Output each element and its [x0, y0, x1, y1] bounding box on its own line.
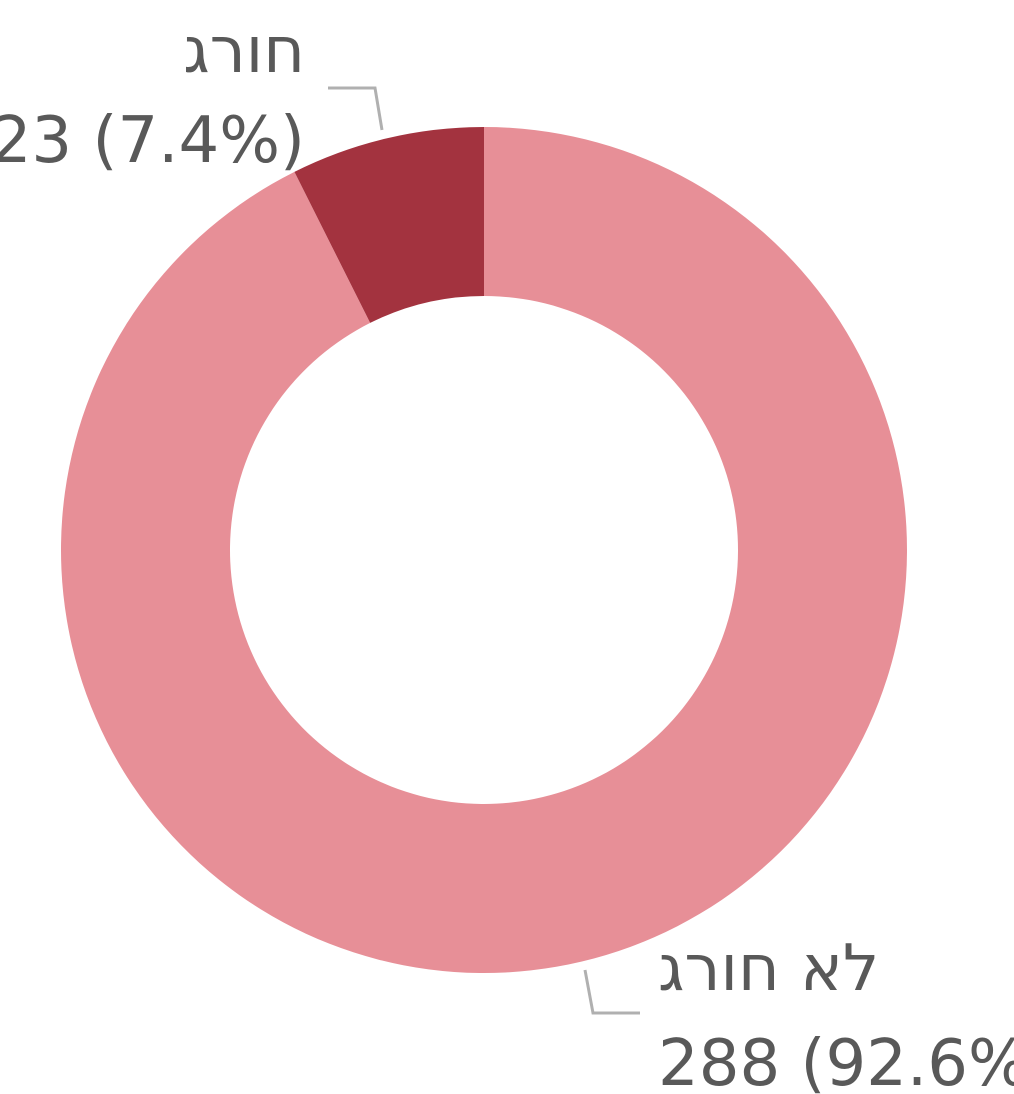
donut-slice	[294, 127, 484, 323]
leader-line	[328, 86, 384, 131]
donut-slice	[60, 127, 907, 973]
slice-value-label: 23 (7.4%)	[0, 104, 305, 178]
leader-line	[583, 969, 640, 1015]
slice-value-label: 288 (92.6%)	[658, 1027, 1014, 1094]
slice-label: לא חורג	[658, 932, 879, 1006]
slice-label: חורג	[183, 14, 305, 88]
